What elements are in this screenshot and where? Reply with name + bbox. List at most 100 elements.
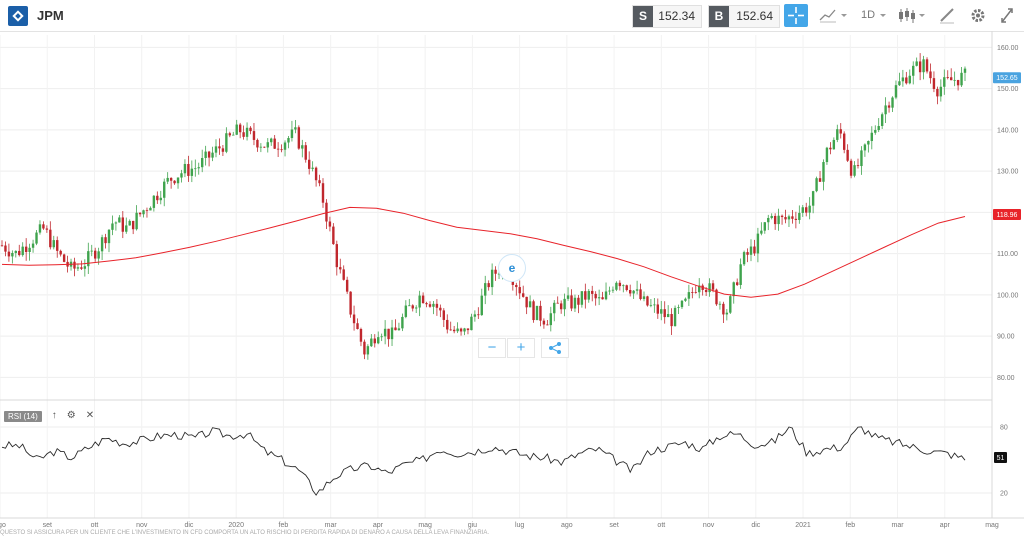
candle-body	[318, 180, 321, 184]
price-tick-label: 100.00	[997, 292, 1019, 299]
candle-body	[939, 86, 943, 97]
candle-body	[276, 148, 280, 150]
instrument-logo	[8, 6, 28, 26]
chart-type-button[interactable]	[818, 5, 848, 26]
candle-body	[836, 129, 839, 140]
share-button[interactable]	[541, 338, 569, 358]
candle-body	[660, 309, 663, 314]
candle-body	[949, 77, 953, 81]
candle-body	[242, 132, 245, 137]
buy-price: 152.64	[736, 9, 773, 23]
last-price-marker: 152.65	[993, 72, 1021, 84]
candle-body	[80, 267, 83, 269]
rsi-label[interactable]: RSI (14)	[4, 410, 42, 422]
candle-body	[760, 230, 763, 234]
candle-body	[418, 295, 421, 308]
candle-body	[297, 127, 301, 149]
candle-body	[156, 195, 159, 201]
candle-body	[884, 105, 887, 115]
crosshair-button[interactable]	[784, 4, 808, 27]
candle-body	[439, 307, 442, 311]
candle-body	[345, 279, 349, 292]
candle-body	[770, 215, 773, 218]
broker-logo-badge[interactable]: e	[498, 254, 526, 282]
candle-body	[618, 282, 622, 287]
candle-body	[601, 297, 604, 300]
candle-body	[687, 292, 691, 299]
svg-text:152.65: 152.65	[996, 75, 1018, 82]
candle-body	[290, 129, 294, 139]
candle-body	[777, 215, 780, 225]
candle-body	[829, 147, 832, 150]
candle-body	[563, 298, 566, 310]
candle-body	[908, 75, 911, 84]
candle-body	[118, 217, 121, 223]
close-icon[interactable]: ✕	[85, 410, 95, 421]
move-up-icon[interactable]: ↑	[51, 410, 57, 421]
candle-body	[808, 205, 811, 213]
candle-body	[173, 180, 176, 184]
candle-body	[653, 304, 656, 306]
fullscreen-button[interactable]	[999, 5, 1015, 26]
candle-body	[332, 226, 335, 245]
candle-body	[663, 309, 666, 318]
interval-dropdown[interactable]: 1D	[861, 5, 888, 26]
candle-body	[553, 302, 556, 314]
candle-body	[166, 177, 169, 182]
candle-body	[446, 319, 449, 330]
price-tick-label: 80.00	[997, 375, 1015, 382]
candles-button[interactable]	[897, 5, 927, 26]
candle-body	[856, 165, 860, 167]
candle-body	[107, 229, 111, 244]
settings-button[interactable]	[969, 5, 987, 26]
candle-body	[742, 252, 746, 265]
candle-body	[684, 298, 687, 301]
candle-body	[83, 266, 87, 269]
candle-body	[887, 105, 891, 108]
candle-body	[622, 285, 625, 287]
candle-body	[559, 303, 563, 310]
buy-button[interactable]: B 152.64	[708, 5, 780, 28]
candle-body	[608, 290, 611, 292]
candle-body	[321, 183, 325, 203]
sell-button[interactable]: S 152.34	[632, 5, 702, 28]
candle-body	[815, 178, 818, 192]
candle-body	[932, 78, 936, 89]
candle-body	[635, 289, 639, 291]
candle-body	[325, 202, 328, 222]
candle-body	[207, 151, 211, 158]
price-chart[interactable]: 160.00150.00140.00130.00120.00110.00100.…	[0, 31, 1024, 538]
candle-body	[221, 148, 225, 152]
candle-body	[249, 127, 252, 132]
candle-body	[218, 146, 221, 149]
candle-body	[387, 328, 390, 340]
candle-body	[204, 151, 207, 159]
candle-body	[180, 173, 183, 178]
time-tick-label: mar	[325, 522, 338, 529]
candle-body	[694, 292, 697, 293]
candle-body	[787, 216, 791, 220]
candle-body	[905, 77, 908, 84]
gear-icon[interactable]: ⚙	[66, 410, 76, 421]
candle-body	[245, 127, 249, 137]
candle-body	[373, 338, 376, 344]
zoom-in-button[interactable]: +	[507, 338, 535, 358]
candle-body	[698, 285, 701, 293]
draw-tools-button[interactable]	[938, 5, 956, 26]
candle-body	[521, 293, 525, 297]
candle-body	[135, 212, 138, 230]
candle-body	[956, 79, 960, 86]
zoom-out-button[interactable]: −	[478, 338, 506, 358]
candle-body	[646, 296, 649, 306]
candle-body	[912, 65, 915, 76]
candle-body	[901, 77, 905, 82]
candle-body	[477, 314, 480, 316]
candle-body	[263, 146, 266, 148]
candle-body	[839, 129, 842, 134]
candle-body	[615, 282, 618, 290]
candle-body	[573, 297, 577, 309]
candle-body	[31, 243, 35, 248]
time-tick-label: mag	[985, 522, 999, 529]
share-icon	[549, 342, 561, 354]
candle-body	[822, 162, 825, 182]
